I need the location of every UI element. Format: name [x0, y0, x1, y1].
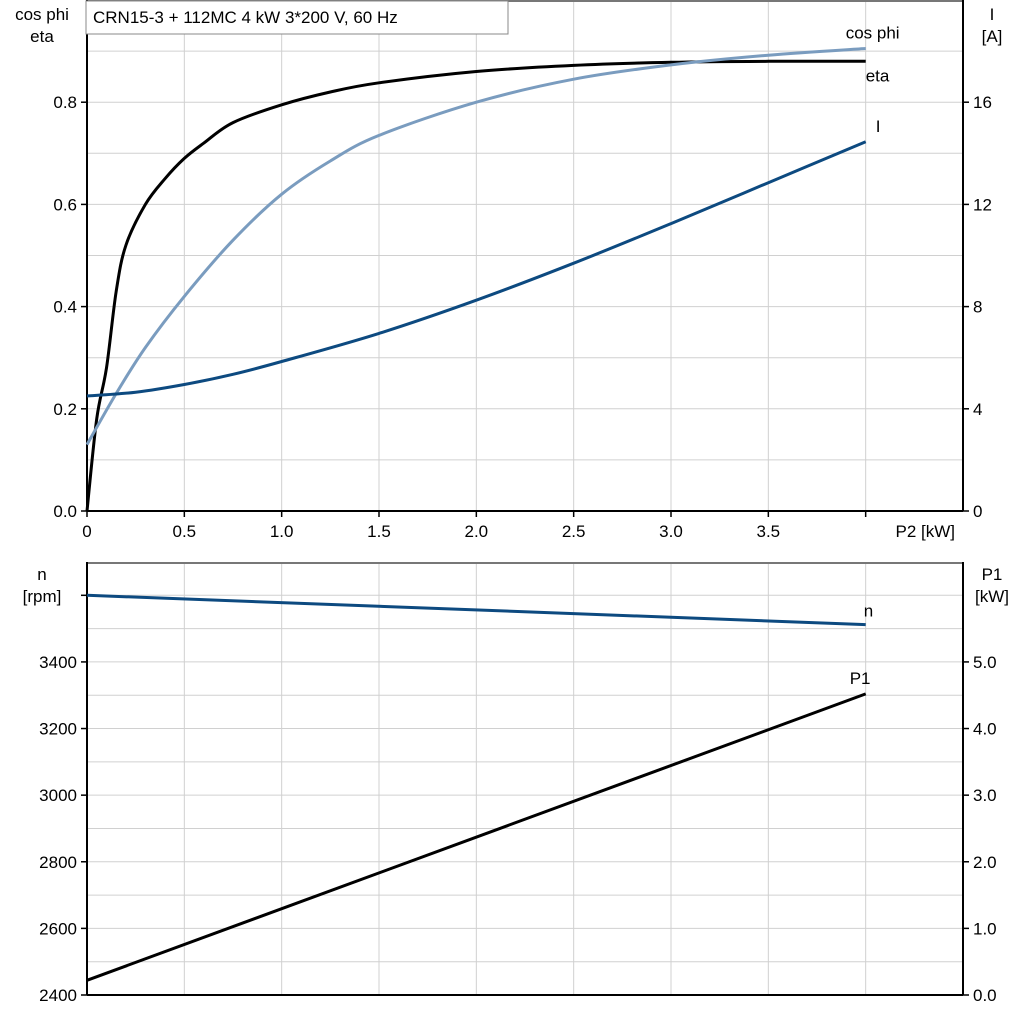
y-left-tick-label: 0.6: [53, 195, 77, 214]
y-left-tick-label: 3200: [39, 720, 77, 739]
series-line-cos-phi: [85, 47, 866, 446]
y-right-tick-label: 4.0: [973, 720, 997, 739]
y-left-tick-label: 2400: [39, 986, 77, 1005]
x-tick-label: 3.5: [757, 522, 781, 541]
series-line-n: [86, 593, 866, 627]
x-tick-label: 1.5: [367, 522, 391, 541]
series-label-cos-phi: cos phi: [846, 24, 900, 43]
x-tick-label: 0.5: [173, 522, 197, 541]
y-right-tick-label: 0: [973, 502, 982, 521]
chart-title: CRN15-3 + 112MC 4 kW 3*200 V, 60 Hz: [93, 8, 398, 27]
series-line-P1: [86, 692, 867, 982]
y-right-axis-label: [kW]: [975, 587, 1009, 606]
bottom-chart: 2400 2600 2800 3000 3200 3400 0.0 1.0 2.0 3.0 4.0 5…: [23, 562, 1009, 1005]
series-label-n: n: [864, 602, 873, 621]
y-left-tick-label: 3400: [39, 653, 77, 672]
y-left-tick-label: 0.2: [53, 400, 77, 419]
y-left-axis-label: eta: [30, 27, 54, 46]
y-right-tick-label: 0.0: [973, 986, 997, 1005]
title-box-frame: [85, 0, 509, 35]
series-label-I: I: [876, 117, 881, 136]
chart-title-box: CRN15-3 + 112MC 4 kW 3*200 V, 60 Hz: [85, 0, 509, 35]
series-label-P1: P1: [850, 669, 871, 688]
y-left-axis-label: [rpm]: [23, 587, 62, 606]
y-left-tick-label: 0.0: [53, 502, 77, 521]
x-tick-label: 2.5: [562, 522, 586, 541]
y-left-tick-label: 0.4: [53, 298, 77, 317]
y-right-tick-label: 3.0: [973, 786, 997, 805]
y-left-tick-label: 0.8: [53, 93, 77, 112]
series-line-eta: [85, 59, 866, 512]
y-left-tick-label: 2600: [39, 919, 77, 938]
y-left-tick-label: 3000: [39, 786, 77, 805]
y-right-axis-label: P1: [982, 565, 1003, 584]
x-tick-label: 2.0: [465, 522, 489, 541]
x-tick-label: 1.0: [270, 522, 294, 541]
series-line-I: [86, 140, 867, 398]
y-right-tick-label: 4: [973, 400, 982, 419]
x-tick-label: 0: [82, 522, 91, 541]
y-right-tick-label: 5.0: [973, 653, 997, 672]
x-axis-label: P2 [kW]: [895, 522, 955, 541]
x-tick-label: 3.0: [659, 522, 683, 541]
y-right-tick-label: 2.0: [973, 853, 997, 872]
y-right-tick-label: 12: [973, 195, 992, 214]
y-left-tick-label: 2800: [39, 853, 77, 872]
y-left-axis-label: n: [37, 565, 46, 584]
y-right-tick-label: 8: [973, 298, 982, 317]
y-left-axis-label: cos phi: [15, 5, 69, 24]
y-right-tick-label: 1.0: [973, 919, 997, 938]
y-right-axis-label: [A]: [982, 27, 1003, 46]
top-chart: 0.0 0.2 0.4 0.6 0.8 0 4 8 12 16 0 0.5 1.0 1.5 2.0 2.5 3.…: [15, 0, 1002, 541]
y-right-tick-label: 16: [973, 93, 992, 112]
y-right-axis-label: I: [990, 5, 995, 24]
series-label-eta: eta: [866, 66, 890, 85]
